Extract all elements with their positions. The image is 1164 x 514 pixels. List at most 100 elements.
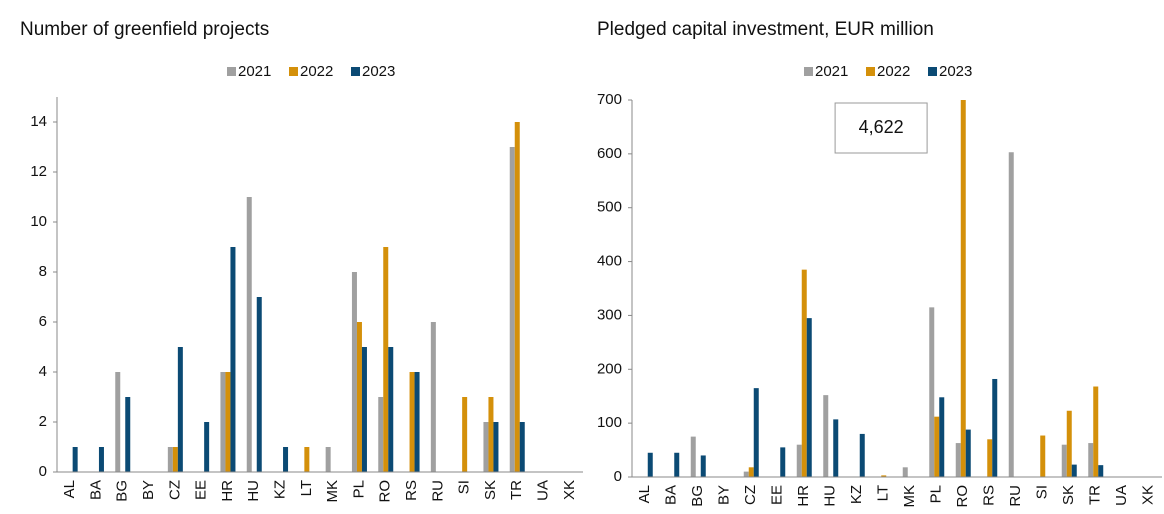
x-tick-label: RU bbox=[1007, 485, 1024, 507]
bar bbox=[647, 452, 653, 477]
bars bbox=[647, 100, 1104, 477]
legend-swatch bbox=[227, 67, 236, 76]
x-tick-label: PL bbox=[350, 480, 367, 498]
bar bbox=[955, 443, 961, 477]
x-tick-label: BA bbox=[663, 485, 680, 505]
x-tick-label: HR bbox=[219, 480, 236, 502]
bar bbox=[98, 447, 104, 472]
y-tick-label: 600 bbox=[597, 145, 622, 162]
bar bbox=[1066, 410, 1072, 477]
x-tick-label: XK bbox=[1140, 485, 1157, 505]
x-tick-label: BA bbox=[87, 480, 104, 500]
bar bbox=[225, 372, 231, 472]
y-tick-label: 300 bbox=[597, 306, 622, 323]
bar bbox=[700, 455, 706, 477]
legend-label: 2021 bbox=[815, 63, 848, 80]
x-tick-label: RU bbox=[429, 480, 446, 502]
y-tick-label: 200 bbox=[597, 360, 622, 377]
y-tick-label: 4 bbox=[39, 363, 47, 380]
x-tick-label: LT bbox=[298, 480, 315, 496]
bar bbox=[383, 247, 389, 472]
legend-swatch bbox=[928, 67, 937, 76]
x-tick-label: TR bbox=[1087, 485, 1104, 505]
y-tick-label: 6 bbox=[39, 313, 47, 330]
y-tick-label: 8 bbox=[39, 263, 47, 280]
bar bbox=[72, 447, 78, 472]
x-tick-label: EE bbox=[193, 480, 210, 500]
legend-swatch bbox=[804, 67, 813, 76]
x-tick-label: RO bbox=[954, 485, 971, 508]
y-tick-label: 500 bbox=[597, 199, 622, 216]
x-tick-label: SK bbox=[1060, 485, 1077, 505]
y-tick-label: 12 bbox=[30, 163, 47, 180]
bar bbox=[488, 397, 494, 472]
legend-label: 2022 bbox=[877, 63, 910, 80]
bar bbox=[220, 372, 226, 472]
bar bbox=[939, 397, 945, 477]
x-tick-label: XK bbox=[561, 480, 578, 500]
x-tick-label: CZ bbox=[742, 485, 759, 505]
x-tick-label: TR bbox=[508, 480, 525, 500]
y-tick-label: 100 bbox=[597, 414, 622, 431]
bar bbox=[483, 422, 489, 472]
x-tick-label: HR bbox=[795, 485, 812, 507]
bar bbox=[806, 318, 812, 477]
bar bbox=[177, 347, 183, 472]
bar bbox=[965, 429, 971, 477]
x-tick-label: HU bbox=[245, 480, 262, 502]
bar bbox=[992, 378, 998, 477]
bar bbox=[753, 388, 759, 477]
x-tick-label: BY bbox=[140, 480, 157, 500]
x-tick-label: HU bbox=[822, 485, 839, 507]
x-tick-label: SI bbox=[456, 480, 473, 494]
x-tick-label: PL bbox=[928, 485, 945, 503]
legend-label: 2022 bbox=[300, 63, 333, 80]
bar bbox=[514, 122, 520, 472]
x-tick-label: KZ bbox=[272, 480, 289, 499]
bar bbox=[1071, 464, 1077, 477]
x-tick-label: KZ bbox=[848, 485, 865, 504]
bar bbox=[462, 397, 468, 472]
x-tick-label: MK bbox=[324, 480, 341, 503]
x-tick-label: CZ bbox=[166, 480, 183, 500]
bar bbox=[509, 147, 515, 472]
y-tick-label: 10 bbox=[30, 213, 47, 230]
bar bbox=[823, 395, 829, 477]
x-tick-label: BY bbox=[716, 485, 733, 505]
bar bbox=[859, 433, 865, 477]
bar bbox=[1088, 443, 1094, 477]
bars bbox=[72, 122, 525, 472]
x-tick-label: SK bbox=[482, 480, 499, 500]
legend-swatch bbox=[289, 67, 298, 76]
bar bbox=[325, 447, 331, 472]
bar bbox=[1093, 386, 1099, 477]
bar bbox=[125, 397, 131, 472]
bar bbox=[674, 452, 680, 477]
x-tick-label: MK bbox=[901, 485, 918, 508]
bar bbox=[230, 247, 236, 472]
annotation: 4,622 bbox=[859, 117, 904, 137]
y-tick-label: 2 bbox=[39, 413, 47, 430]
bar bbox=[1098, 465, 1104, 477]
y-tick-label: 14 bbox=[30, 113, 47, 130]
bar bbox=[351, 272, 357, 472]
x-tick-label: UA bbox=[1113, 485, 1130, 506]
chart-title: Number of greenfield projects bbox=[20, 19, 269, 40]
bar bbox=[378, 397, 384, 472]
bar bbox=[172, 447, 178, 472]
bar bbox=[796, 444, 802, 477]
y-tick-label: 0 bbox=[614, 468, 622, 485]
bar bbox=[356, 322, 362, 472]
x-tick-label: AL bbox=[61, 480, 78, 498]
bar bbox=[1040, 435, 1046, 477]
bar bbox=[304, 447, 310, 472]
bar bbox=[388, 347, 394, 472]
bar bbox=[246, 197, 252, 472]
bar bbox=[833, 419, 839, 477]
bar bbox=[256, 297, 262, 472]
bar bbox=[493, 422, 499, 472]
bar bbox=[801, 269, 807, 477]
legend-label: 2023 bbox=[362, 63, 395, 80]
x-tick-label: AL bbox=[636, 485, 653, 503]
x-tick-label: RS bbox=[981, 485, 998, 506]
